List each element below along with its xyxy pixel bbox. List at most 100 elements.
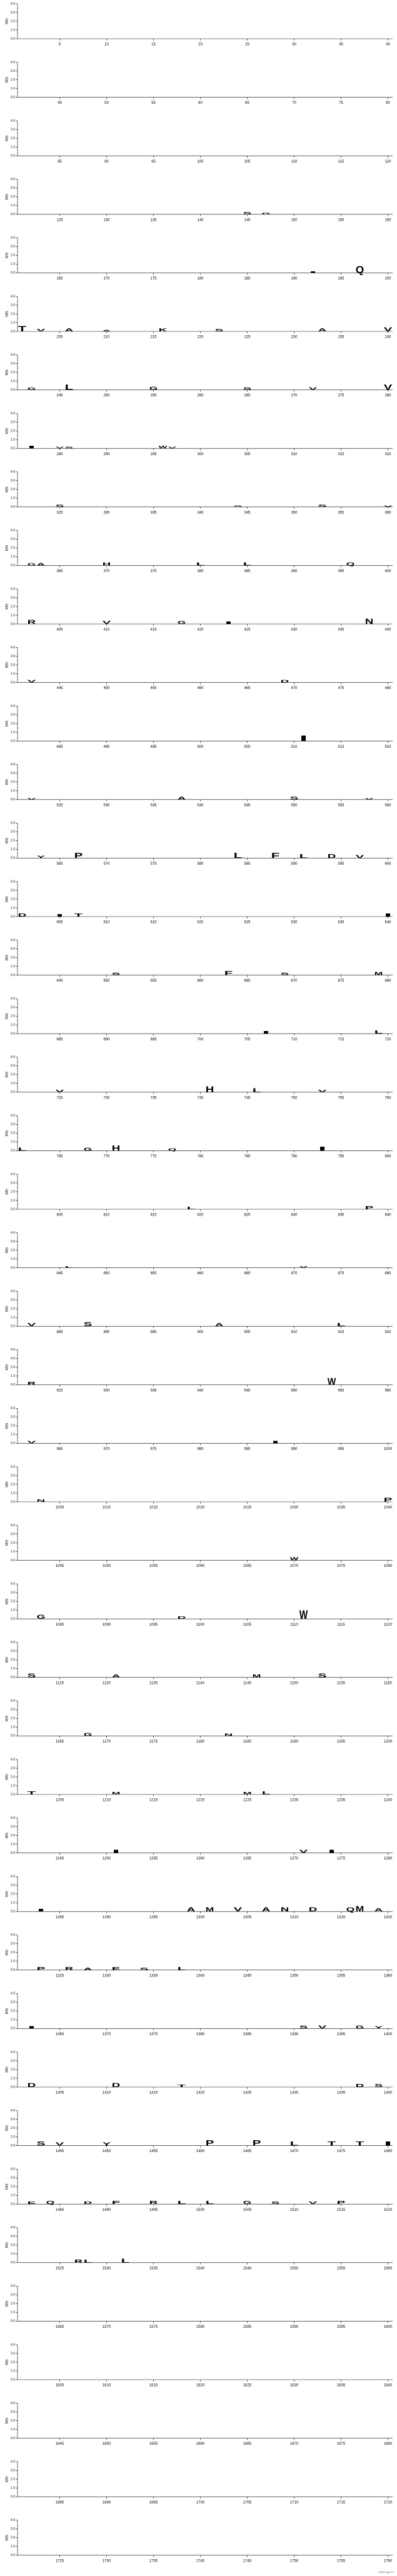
y-tick-label: 4.0 bbox=[11, 587, 15, 591]
x-tick-label: 1440 bbox=[384, 2091, 393, 2095]
logo-letter: M bbox=[112, 1791, 121, 1795]
y-tick-label: 3.0 bbox=[11, 1766, 15, 1770]
x-tick-label: 545 bbox=[244, 803, 251, 807]
x-tick-label: 920 bbox=[384, 1331, 391, 1334]
y-tick-label: 2.0 bbox=[11, 2419, 15, 2423]
x-tick-label: 925 bbox=[56, 1389, 63, 1392]
x-tick-label: 940 bbox=[197, 1389, 204, 1392]
x-tick-label: 635 bbox=[338, 921, 344, 925]
y-tick-label: 0.0 bbox=[11, 798, 15, 802]
y-axis-label: bits bbox=[6, 253, 9, 258]
y-tick-label: 4.0 bbox=[11, 1465, 15, 1469]
x-tick-label: 1445 bbox=[56, 2150, 64, 2153]
logo-letter: S bbox=[299, 2025, 308, 2030]
x-tick-label: 365 bbox=[56, 570, 63, 573]
x-tick-label: 1555 bbox=[337, 2267, 346, 2270]
logo-letter: L bbox=[178, 2200, 186, 2206]
x-tick-label: 985 bbox=[244, 1447, 251, 1451]
logo-letter: Q bbox=[46, 2200, 55, 2206]
x-tick-label: 140 bbox=[197, 218, 204, 222]
x-tick-label: 320 bbox=[384, 453, 391, 456]
logo-letter: Q bbox=[346, 1906, 355, 1913]
y-axis-label: bits bbox=[6, 1364, 9, 1370]
y-axis-label: bits bbox=[6, 1599, 9, 1604]
logo-letter: M bbox=[243, 1791, 252, 1795]
y-tick-label: 2.0 bbox=[11, 2536, 15, 2540]
y-tick-label: 2.0 bbox=[11, 195, 15, 199]
x-tick-label: 605 bbox=[56, 921, 63, 925]
x-tick-label: 800 bbox=[384, 1155, 391, 1159]
x-tick-label: 70 bbox=[292, 101, 296, 105]
x-tick-label: 1430 bbox=[290, 2091, 299, 2095]
y-tick-label: 1.0 bbox=[11, 1082, 15, 1085]
x-tick-label: 1270 bbox=[290, 1857, 299, 1861]
x-tick-label: 425 bbox=[244, 628, 251, 632]
y-tick-label: 2.0 bbox=[11, 1366, 15, 1369]
x-tick-label: 225 bbox=[244, 336, 251, 340]
y-tick-label: 0.0 bbox=[11, 1618, 15, 1621]
logo-letter: D bbox=[112, 2082, 121, 2088]
x-tick-label: 1225 bbox=[243, 1799, 252, 1803]
logo-letter: A bbox=[374, 1908, 383, 1913]
x-tick-label: 1505 bbox=[243, 2208, 252, 2212]
logo-letter: S bbox=[243, 387, 252, 391]
x-tick-label: 1655 bbox=[149, 2442, 158, 2446]
y-axis-label: bits bbox=[6, 1833, 9, 1838]
logo-letter: P bbox=[206, 2140, 214, 2148]
x-tick-label: 840 bbox=[384, 1214, 391, 1217]
y-tick-label: 0.0 bbox=[11, 2378, 15, 2382]
y-axis-label: bits bbox=[6, 2477, 9, 2482]
y-axis-label: bits bbox=[6, 2066, 9, 2072]
x-tick-label: 1090 bbox=[103, 1623, 111, 1627]
y-tick-label: 3.0 bbox=[11, 245, 15, 249]
y-tick-label: 3.0 bbox=[11, 1825, 15, 1829]
x-tick-label: 145 bbox=[244, 218, 251, 222]
x-tick-label: 1085 bbox=[56, 1623, 64, 1627]
logo-letter: D bbox=[309, 1906, 318, 1913]
y-axis-label: bits bbox=[6, 1891, 9, 1897]
x-tick-label: 340 bbox=[197, 511, 204, 515]
x-tick-label: 1360 bbox=[384, 1974, 393, 1978]
logo-letter: V bbox=[309, 387, 318, 391]
y-axis-label: bits bbox=[6, 194, 9, 199]
x-tick-label: 1600 bbox=[384, 2325, 393, 2329]
y-axis-label: bits bbox=[6, 2359, 9, 2365]
x-tick-label: 25 bbox=[245, 43, 249, 47]
x-tick-label: 540 bbox=[197, 803, 204, 807]
y-axis-label: bits bbox=[6, 2184, 9, 2190]
x-tick-label: 315 bbox=[338, 453, 344, 456]
x-tick-label: 240 bbox=[384, 336, 391, 340]
y-tick-label: 1.0 bbox=[11, 2428, 15, 2432]
x-tick-label: 1690 bbox=[103, 2501, 111, 2505]
y-tick-label: 0.0 bbox=[11, 447, 15, 451]
x-tick-label: 1435 bbox=[337, 2091, 346, 2095]
x-tick-label: 1035 bbox=[337, 1506, 346, 1510]
y-tick-label: 1.0 bbox=[11, 2018, 15, 2022]
y-axis-label: bits bbox=[6, 545, 9, 551]
x-tick-label: 620 bbox=[197, 921, 204, 925]
logo-letter: I bbox=[37, 1909, 46, 1913]
y-tick-label: 1.0 bbox=[11, 1901, 15, 1905]
x-tick-label: 335 bbox=[150, 511, 157, 515]
x-tick-label: 1210 bbox=[103, 1799, 111, 1803]
x-tick-label: 685 bbox=[56, 1038, 63, 1042]
y-tick-label: 1.0 bbox=[11, 2545, 15, 2548]
logo-letter: L bbox=[243, 561, 252, 567]
logo-letter: D bbox=[281, 680, 289, 683]
x-tick-label: 1500 bbox=[196, 2208, 205, 2212]
x-tick-label: 270 bbox=[291, 394, 298, 398]
y-tick-label: 3.0 bbox=[11, 2352, 15, 2355]
y-tick-label: 0.0 bbox=[11, 740, 15, 743]
logo-letter: Y bbox=[103, 2141, 111, 2147]
x-tick-label: 405 bbox=[56, 628, 63, 632]
x-tick-label: 410 bbox=[103, 628, 110, 632]
y-tick-label: 1.0 bbox=[11, 613, 15, 617]
y-tick-label: 4.0 bbox=[11, 938, 15, 942]
y-tick-label: 1.0 bbox=[11, 1609, 15, 1613]
x-tick-label: 890 bbox=[103, 1331, 110, 1334]
y-tick-label: 1.0 bbox=[11, 1140, 15, 1144]
logo-letter: V bbox=[168, 446, 177, 449]
y-tick-label: 0.0 bbox=[11, 1793, 15, 1796]
y-tick-label: 4.0 bbox=[11, 529, 15, 533]
